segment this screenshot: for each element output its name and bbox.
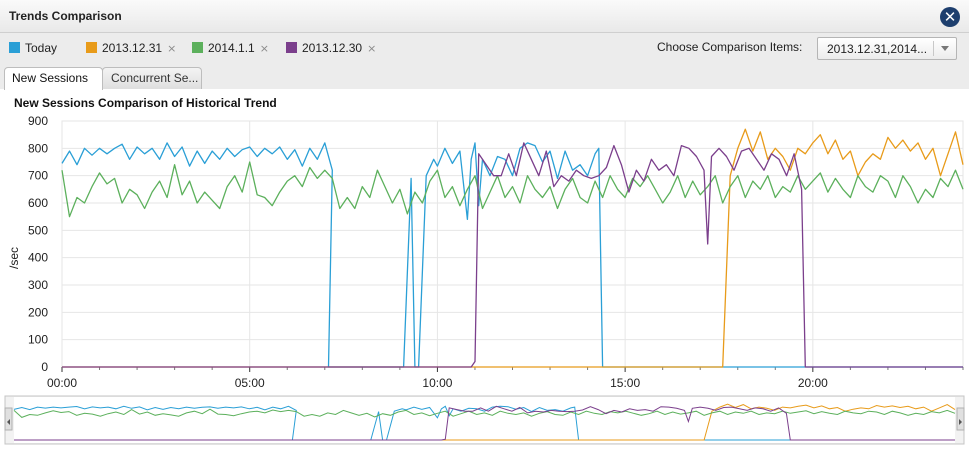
navigator-left-handle[interactable] <box>4 407 13 431</box>
legend-swatch <box>86 42 97 53</box>
navigator-series-0 <box>13 405 955 441</box>
legend-label: 2014.1.1 <box>208 41 255 55</box>
series-line-3 <box>62 142 963 368</box>
remove-icon[interactable]: × <box>367 42 377 55</box>
legend-swatch <box>286 42 297 53</box>
series-line-0 <box>61 142 963 368</box>
chevron-down-icon[interactable] <box>941 46 949 51</box>
navigator-series-3 <box>14 405 955 441</box>
legend-label: 2013.12.31 <box>102 41 163 55</box>
tab-strip: New Sessions Concurrent Se... <box>0 65 969 90</box>
legend-swatch <box>9 42 20 53</box>
y-tick-label: 700 <box>28 169 48 183</box>
remove-icon[interactable]: × <box>259 42 269 55</box>
y-tick-label: 200 <box>28 305 48 319</box>
legend-item-2013-12-31[interactable]: 2013.12.31 × <box>86 41 176 55</box>
x-tick-label: 20:00 <box>798 376 828 390</box>
legend-label: Today <box>25 41 58 55</box>
y-tick-label: 400 <box>28 251 48 265</box>
x-tick-label: 10:00 <box>422 376 452 390</box>
y-tick-label: 100 <box>28 333 48 347</box>
navigator-window[interactable] <box>14 397 955 443</box>
navigator-right-handle[interactable] <box>956 407 965 431</box>
chevron-right-icon[interactable] <box>959 419 962 425</box>
navigator-series-1 <box>14 403 956 441</box>
window-title: Trends Comparison <box>9 9 122 23</box>
plot-frame <box>61 120 964 368</box>
axes: 0 100 200 300 400 500 600 700 800 900 00:00 05:00 10… <box>28 114 964 390</box>
y-tick-label: 0 <box>41 360 48 374</box>
navigator-series-2 <box>13 408 956 418</box>
legend-swatch <box>192 42 203 53</box>
y-tick-label: 900 <box>28 114 48 128</box>
comparison-select[interactable]: 2013.12.31,2014... <box>817 37 957 60</box>
y-tick-label: 500 <box>28 223 48 237</box>
y-axis-label: /sec <box>7 247 21 269</box>
close-icon[interactable]: ✕ <box>940 7 960 27</box>
y-tick-label: 800 <box>28 141 48 155</box>
tab-concurrent-sessions[interactable]: Concurrent Se... <box>102 67 202 89</box>
series-lines <box>61 128 964 368</box>
legend-bar: Today 2013.12.31 × 2014.1.1 × 2013.12.30 × … <box>0 33 969 65</box>
series-line-1 <box>62 128 964 368</box>
overview-navigator[interactable] <box>4 395 965 445</box>
grid-lines <box>61 120 964 368</box>
legend-item-2014-1-1[interactable]: 2014.1.1 × <box>192 41 269 55</box>
tab-new-sessions[interactable]: New Sessions <box>4 67 103 90</box>
chart-title: New Sessions Comparison of Historical Tr… <box>14 96 277 110</box>
comparison-value: 2013.12.31,2014... <box>827 42 928 56</box>
x-tick-label: 00:00 <box>47 376 77 390</box>
y-tick-label: 300 <box>28 278 48 292</box>
legend-item-today[interactable]: Today <box>9 41 57 55</box>
y-tick-label: 600 <box>28 196 48 210</box>
combo-divider <box>933 41 934 56</box>
x-tick-label: 05:00 <box>235 376 265 390</box>
window-titlebar: Trends Comparison ✕ <box>0 0 969 33</box>
comparison-label: Choose Comparison Items: <box>657 40 803 54</box>
legend-label: 2013.12.30 <box>302 41 363 55</box>
chevron-left-icon[interactable] <box>7 419 10 425</box>
legend-item-2013-12-30[interactable]: 2013.12.30 × <box>286 41 376 55</box>
x-tick-label: 15:00 <box>610 376 640 390</box>
remove-icon[interactable]: × <box>167 42 177 55</box>
series-line-2 <box>61 161 964 218</box>
